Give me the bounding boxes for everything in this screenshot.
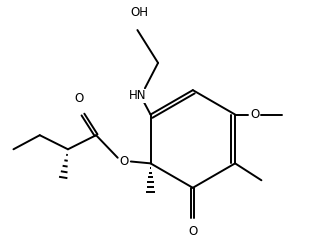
Text: O: O [75, 92, 84, 105]
Text: OH: OH [130, 6, 148, 19]
Text: HN: HN [129, 89, 146, 102]
Text: O: O [188, 225, 197, 238]
Text: O: O [250, 108, 259, 121]
Text: O: O [120, 155, 129, 168]
